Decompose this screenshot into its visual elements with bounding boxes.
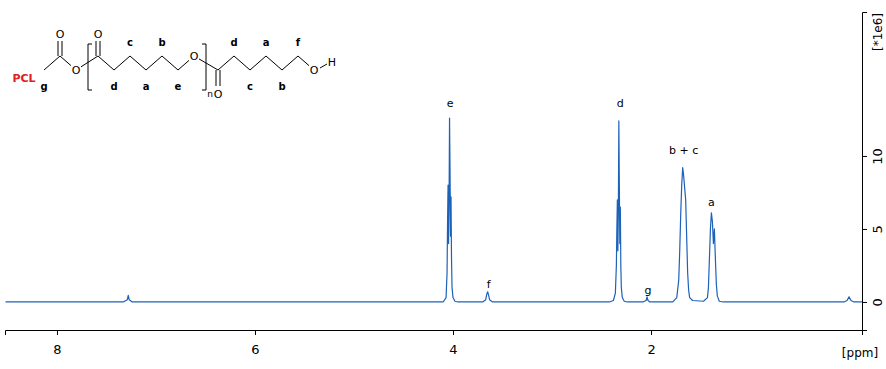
atom-label: O	[190, 50, 199, 63]
atom-mask	[189, 50, 199, 62]
peak-label: b + c	[669, 144, 698, 157]
y-axis-label: [*1e6]	[871, 13, 885, 51]
atom-mask	[71, 64, 81, 76]
peak-label: f	[487, 278, 492, 291]
atom-mask	[93, 28, 103, 40]
x-tick-label: 4	[449, 342, 457, 357]
bond	[234, 56, 250, 70]
x-tick-mark	[255, 330, 256, 335]
y-axis: 0 5 10	[862, 13, 885, 331]
carbon-label: b	[158, 37, 165, 48]
carbon-label: d	[110, 81, 117, 92]
plot-area	[5, 118, 861, 302]
x-tick: 2	[647, 330, 655, 357]
x-tick-label: 2	[647, 342, 655, 357]
y-axis-line	[863, 13, 868, 331]
nmr-chart: 86420510[ppm][*1e6]efdgb + caOOOOOOHgdca…	[0, 0, 886, 369]
bond	[266, 56, 282, 70]
bond	[130, 56, 146, 70]
atom-label: O	[72, 64, 81, 77]
structure-name: PCL	[12, 72, 35, 85]
bond	[58, 41, 59, 56]
x-tick-label: 8	[53, 342, 61, 357]
structure: OOOOOOHgdcabedcabfnPCL	[12, 28, 337, 101]
peak-label: e	[447, 97, 454, 110]
x-tick: 8	[53, 330, 61, 357]
atom-mask	[327, 56, 337, 68]
peak-label: a	[708, 196, 715, 209]
y-tick: 0	[862, 298, 885, 306]
atom-label: O	[310, 64, 319, 77]
carbon-label: a	[143, 81, 150, 92]
bond	[62, 41, 63, 56]
bracket-close	[202, 44, 206, 90]
peak-label: g	[645, 284, 652, 297]
x-tick: 4	[449, 330, 457, 357]
x-tick-label: 6	[251, 342, 259, 357]
chart-container: 86420510[ppm][*1e6]efdgb + caOOOOOOHgdca…	[0, 0, 886, 369]
atom-mask	[55, 28, 65, 40]
bond	[218, 56, 234, 70]
carbon-label: c	[127, 37, 133, 48]
y-tick: 5	[862, 225, 885, 233]
x-axis: 8 6 4 2	[6, 330, 863, 357]
atom-label: O	[214, 88, 223, 101]
bond	[44, 56, 60, 70]
y-tick-mark	[862, 302, 867, 303]
carbon-label: c	[247, 81, 253, 92]
bracket-open	[88, 44, 92, 90]
x-axis-line	[6, 331, 863, 336]
repeat-label: n	[207, 89, 213, 99]
y-tick-label: 0	[870, 298, 885, 306]
y-tick-mark	[862, 156, 867, 157]
bond	[216, 70, 217, 86]
carbon-label: a	[263, 37, 270, 48]
atom-label: O	[94, 28, 103, 41]
spectrum-line	[5, 118, 861, 302]
carbon-label: g	[40, 81, 47, 92]
bond	[100, 41, 101, 56]
y-tick: 10	[862, 148, 885, 165]
x-tick-mark	[57, 330, 58, 335]
atom-label: H	[328, 56, 336, 69]
carbon-label: d	[230, 37, 237, 48]
atom-mask	[213, 88, 223, 100]
bond	[220, 70, 221, 86]
bond	[114, 56, 130, 70]
bond	[98, 56, 114, 70]
atom-label: O	[56, 28, 65, 41]
bond	[96, 41, 97, 56]
bond	[250, 56, 266, 70]
carbon-label: f	[296, 37, 301, 48]
x-axis-label: [ppm]	[842, 346, 878, 360]
peak-labels: e f d g b + c a	[447, 97, 715, 297]
bond	[320, 64, 327, 68]
bond	[146, 56, 162, 70]
carbon-label: b	[278, 81, 285, 92]
bond	[282, 56, 298, 70]
y-tick-mark	[862, 229, 867, 230]
peak-label: d	[617, 97, 624, 110]
bond	[162, 56, 178, 70]
carbon-label: e	[175, 81, 182, 92]
x-tick: 6	[251, 330, 259, 357]
x-tick-mark	[453, 330, 454, 335]
atom-mask	[309, 64, 319, 76]
y-tick-label: 5	[870, 225, 885, 233]
x-tick-mark	[651, 330, 652, 335]
y-tick-label: 10	[870, 148, 885, 165]
